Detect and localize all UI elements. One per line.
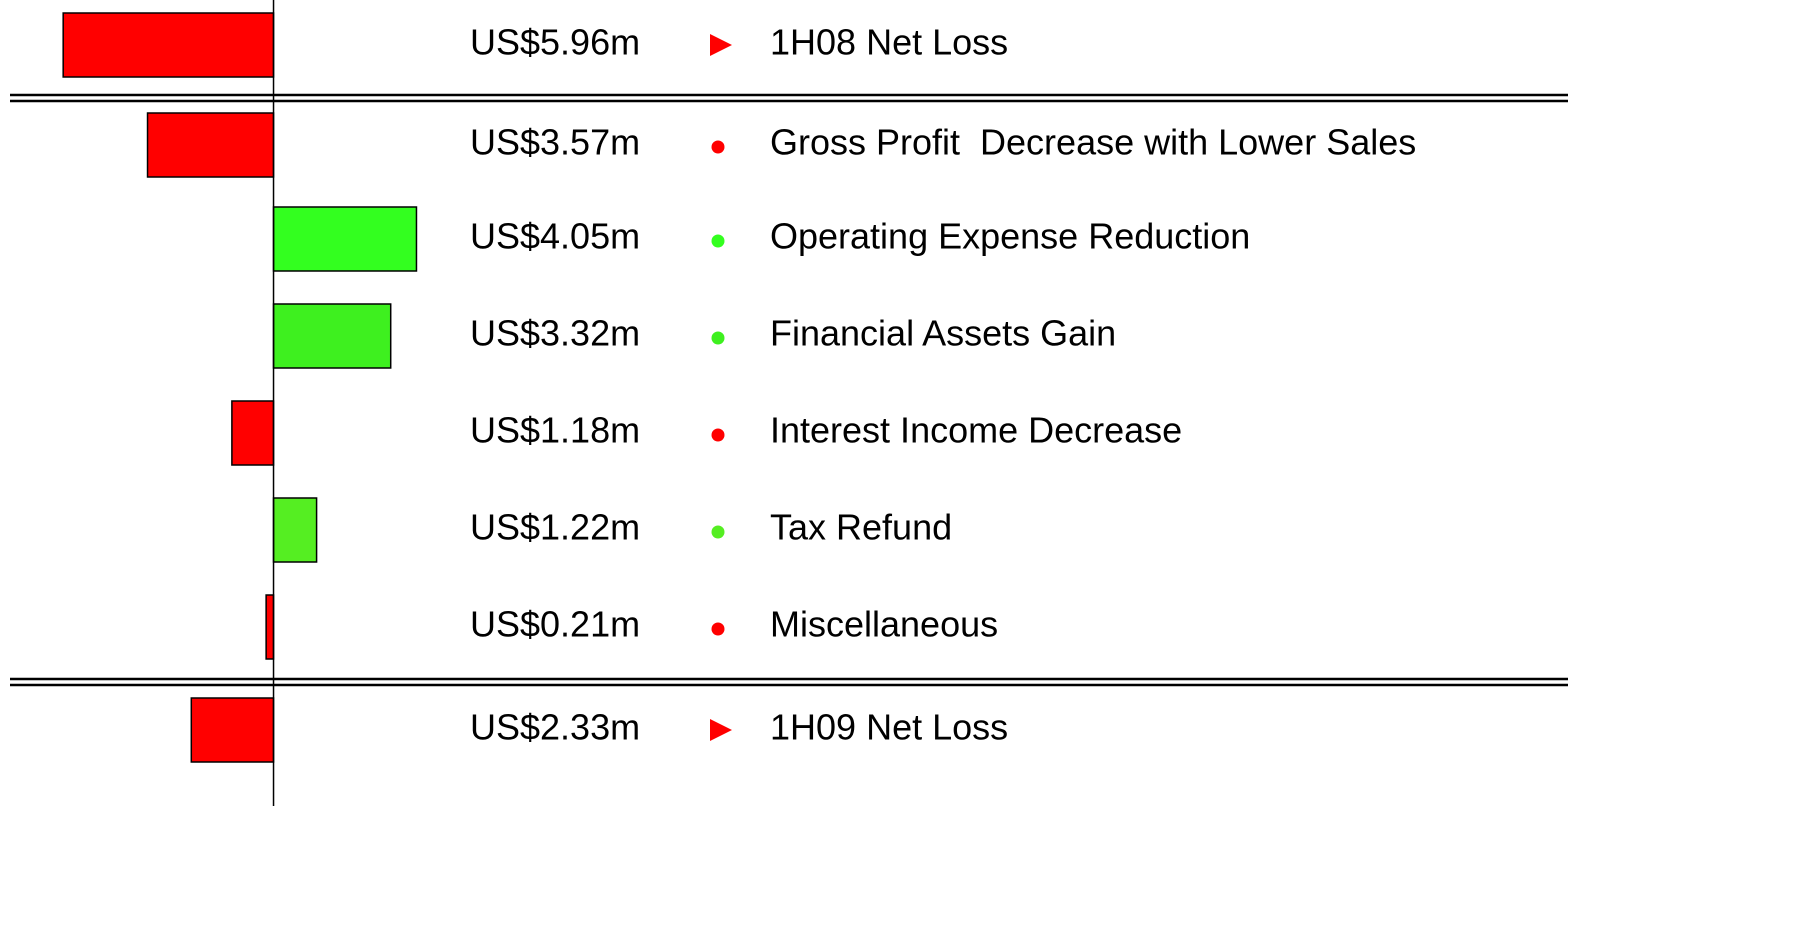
value-label: US$4.05m: [470, 216, 640, 257]
value-label: US$1.18m: [470, 410, 640, 451]
category-label: 1H09 Net Loss: [770, 707, 1008, 748]
marker: [711, 234, 725, 248]
bar: [62, 12, 275, 78]
bar: [146, 112, 275, 178]
category-label: Gross Profit Decrease with Lower Sales: [770, 122, 1416, 163]
marker: [711, 622, 725, 636]
marker: [711, 140, 725, 154]
category-label: Miscellaneous: [770, 604, 998, 645]
value-label: US$2.33m: [470, 707, 640, 748]
value-label: US$0.21m: [470, 604, 640, 645]
marker: [710, 719, 732, 741]
marker: [711, 525, 725, 539]
category-label: Interest Income Decrease: [770, 410, 1182, 451]
value-label: US$3.57m: [470, 122, 640, 163]
value-label: US$1.22m: [470, 507, 640, 548]
bar: [190, 697, 275, 763]
marker: [711, 428, 725, 442]
marker: [711, 331, 725, 345]
separators: [10, 93, 1568, 687]
bar: [272, 303, 392, 369]
bar: [265, 594, 275, 660]
category-label: Operating Expense Reduction: [770, 216, 1250, 257]
marker: [710, 34, 732, 56]
value-label: US$5.96m: [470, 22, 640, 63]
bar: [231, 400, 275, 466]
category-label: 1H08 Net Loss: [770, 22, 1008, 63]
category-label: Tax Refund: [770, 507, 952, 548]
category-label: Financial Assets Gain: [770, 313, 1116, 354]
value-label: US$3.32m: [470, 313, 640, 354]
bar: [272, 497, 318, 563]
bar: [272, 206, 418, 272]
